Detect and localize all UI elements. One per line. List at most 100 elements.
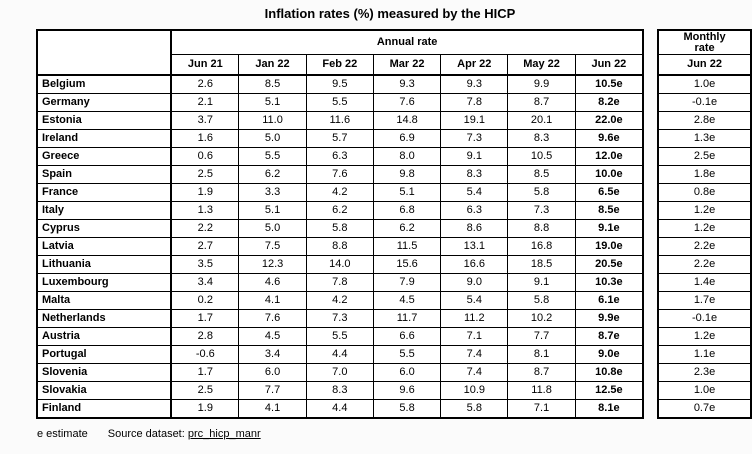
annual-value-cell: 7.6 bbox=[372, 93, 442, 112]
annual-value-cell: 2.6 bbox=[170, 74, 240, 94]
annual-value-cell: 9.8 bbox=[372, 165, 442, 184]
table-row: Belgium 2.6 8.5 9.5 9.3 9.3 9.9 10.5e bbox=[36, 74, 644, 94]
annual-value-cell: 7.4 bbox=[440, 345, 509, 364]
annual-value-cell: 7.6 bbox=[238, 309, 307, 328]
country-cell: Luxembourg bbox=[36, 273, 173, 292]
monthly-table-row: 1.2e bbox=[657, 201, 752, 220]
annual-value-cell: 3.3 bbox=[238, 183, 307, 202]
annual-value-cell: 8.5 bbox=[238, 74, 307, 94]
monthly-value-cell: -0.1e bbox=[657, 93, 752, 112]
monthly-value-cell: 1.7e bbox=[657, 291, 752, 310]
annual-value-cell: 4.5 bbox=[372, 291, 442, 310]
annual-value-cell: 5.4 bbox=[440, 183, 509, 202]
table-row: Luxembourg 3.4 4.6 7.8 7.9 9.0 9.1 10.3e bbox=[36, 273, 644, 292]
annual-value-cell: 6.5e bbox=[574, 183, 644, 202]
annual-value-cell: 16.8 bbox=[507, 237, 576, 256]
annual-value-cell: 5.5 bbox=[305, 93, 374, 112]
annual-value-cell: 7.0 bbox=[305, 363, 374, 382]
monthly-table-row: 1.0e bbox=[657, 74, 752, 94]
annual-value-cell: 8.5e bbox=[574, 201, 644, 220]
annual-value-cell: 5.1 bbox=[238, 93, 307, 112]
annual-value-cell: 10.3e bbox=[574, 273, 644, 292]
table-row: Portugal -0.6 3.4 4.4 5.5 7.4 8.1 9.0e bbox=[36, 345, 644, 364]
country-cell: Latvia bbox=[36, 237, 173, 256]
monthly-column-header-row: Jun 22 bbox=[657, 54, 752, 76]
monthly-value-cell: 1.1e bbox=[657, 345, 752, 364]
annual-value-cell: 5.5 bbox=[305, 327, 374, 346]
annual-value-cell: 7.8 bbox=[440, 93, 509, 112]
annual-rate-table: Annual rate Jun 21 Jan 22 Feb 22 Mar 22 Apr … bbox=[36, 29, 645, 419]
monthly-table-row: 1.1e bbox=[657, 345, 752, 364]
country-cell: Portugal bbox=[36, 345, 173, 364]
annual-value-cell: 20.5e bbox=[574, 255, 644, 274]
monthly-table-row: 2.2e bbox=[657, 237, 752, 256]
annual-value-cell: 12.5e bbox=[574, 381, 644, 400]
annual-value-cell: 8.7 bbox=[507, 363, 576, 382]
monthly-table-row: 1.7e bbox=[657, 291, 752, 310]
annual-value-cell: 15.6 bbox=[372, 255, 442, 274]
annual-value-cell: 8.3 bbox=[507, 129, 576, 148]
footnote: e estimate Source dataset: prc_hicp_manr bbox=[37, 428, 752, 440]
country-cell: Estonia bbox=[36, 111, 173, 130]
table-row: Slovakia 2.5 7.7 8.3 9.6 10.9 11.8 12.5e bbox=[36, 381, 644, 400]
table-row: Cyprus 2.2 5.0 5.8 6.2 8.6 8.8 9.1e bbox=[36, 219, 644, 238]
country-cell: Germany bbox=[36, 93, 173, 112]
annual-value-cell: 5.8 bbox=[372, 399, 442, 419]
table-row: Ireland 1.6 5.0 5.7 6.9 7.3 8.3 9.6e bbox=[36, 129, 644, 148]
annual-value-cell: 10.8e bbox=[574, 363, 644, 382]
monthly-table-row: 1.8e bbox=[657, 165, 752, 184]
annual-value-cell: 9.3 bbox=[440, 74, 509, 94]
monthly-value-cell: 0.8e bbox=[657, 183, 752, 202]
table-row: France 1.9 3.3 4.2 5.1 5.4 5.8 6.5e bbox=[36, 183, 644, 202]
annual-value-cell: 5.4 bbox=[440, 291, 509, 310]
table-row: Lithuania 3.5 12.3 14.0 15.6 16.6 18.5 20.5e bbox=[36, 255, 644, 274]
annual-value-cell: 5.5 bbox=[238, 147, 307, 166]
annual-value-cell: 6.0 bbox=[372, 363, 442, 382]
annual-value-cell: 14.8 bbox=[372, 111, 442, 130]
monthly-table-row: 2.3e bbox=[657, 363, 752, 382]
annual-value-cell: 4.6 bbox=[238, 273, 307, 292]
month-column-header: Feb 22 bbox=[305, 54, 374, 76]
annual-value-cell: 6.0 bbox=[238, 363, 307, 382]
monthly-value-cell: 0.7e bbox=[657, 399, 752, 419]
corner-cell bbox=[36, 29, 173, 76]
source-label: Source dataset: bbox=[107, 428, 185, 440]
monthly-value-cell: 2.8e bbox=[657, 111, 752, 130]
annual-value-cell: 4.4 bbox=[305, 399, 374, 419]
monthly-value-cell: 2.2e bbox=[657, 237, 752, 256]
annual-value-cell: 4.5 bbox=[238, 327, 307, 346]
annual-value-cell: 3.4 bbox=[170, 273, 240, 292]
country-cell: Italy bbox=[36, 201, 173, 220]
annual-value-cell: 10.2 bbox=[507, 309, 576, 328]
monthly-rate-header: Monthly rate bbox=[657, 29, 752, 55]
monthly-table-row: 2.2e bbox=[657, 255, 752, 274]
annual-group-header-row: Annual rate bbox=[36, 29, 644, 76]
table-row: Italy 1.3 5.1 6.2 6.8 6.3 7.3 8.5e bbox=[36, 201, 644, 220]
table-row: Spain 2.5 6.2 7.6 9.8 8.3 8.5 10.0e bbox=[36, 165, 644, 184]
monthly-table-row: 1.2e bbox=[657, 219, 752, 238]
annual-value-cell: 8.8 bbox=[305, 237, 374, 256]
annual-value-cell: 5.8 bbox=[507, 291, 576, 310]
month-column-header: May 22 bbox=[507, 54, 576, 76]
annual-value-cell: 8.0 bbox=[372, 147, 442, 166]
annual-value-cell: 19.1 bbox=[440, 111, 509, 130]
monthly-group-header-row: Monthly rate bbox=[657, 29, 752, 55]
table-row: Greece 0.6 5.5 6.3 8.0 9.1 10.5 12.0e bbox=[36, 147, 644, 166]
table-row: Germany 2.1 5.1 5.5 7.6 7.8 8.7 8.2e bbox=[36, 93, 644, 112]
monthly-table-row: 0.8e bbox=[657, 183, 752, 202]
source-dataset-link[interactable]: prc_hicp_manr bbox=[187, 428, 261, 440]
tables-container: Annual rate Jun 21 Jan 22 Feb 22 Mar 22 Apr … bbox=[36, 29, 752, 419]
country-cell: France bbox=[36, 183, 173, 202]
country-cell: Greece bbox=[36, 147, 173, 166]
estimate-note: e estimate bbox=[37, 428, 88, 440]
annual-value-cell: 5.7 bbox=[305, 129, 374, 148]
country-cell: Belgium bbox=[36, 74, 173, 94]
annual-value-cell: 9.1 bbox=[440, 147, 509, 166]
annual-value-cell: 9.6 bbox=[372, 381, 442, 400]
annual-value-cell: 9.0 bbox=[440, 273, 509, 292]
annual-value-cell: 16.6 bbox=[440, 255, 509, 274]
annual-value-cell: 0.6 bbox=[170, 147, 240, 166]
monthly-table-row: 2.5e bbox=[657, 147, 752, 166]
month-header-row: Jun 21 Jan 22 Feb 22 Mar 22 Apr 22 May 22 Jun … bbox=[37, 54, 644, 76]
monthly-table-row: 1.0e bbox=[657, 381, 752, 400]
